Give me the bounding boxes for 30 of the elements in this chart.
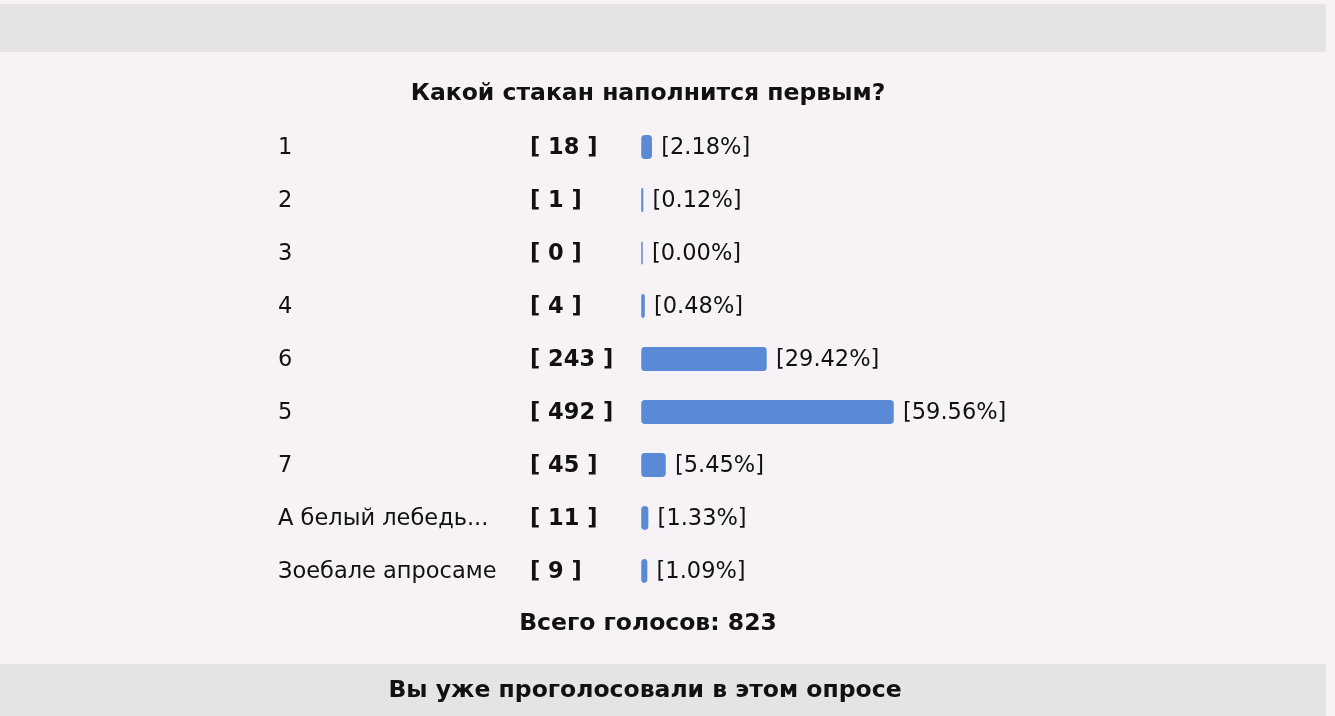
y-tick-label: 5 bbox=[278, 398, 293, 424]
text: [ 11 ] bbox=[530, 504, 598, 530]
text: [ 9 ] bbox=[530, 557, 582, 583]
data-label: [0.48%] bbox=[654, 292, 744, 318]
data-label: [1.09%] bbox=[656, 557, 746, 583]
text: Вы уже проголосовали в этом опросе bbox=[388, 675, 902, 703]
text: Всего голосов: 823 bbox=[519, 608, 777, 636]
y-tick-label: 2 bbox=[278, 186, 293, 212]
y-tick-label: 3 bbox=[278, 239, 293, 265]
chart-title: Какой стакан наполнится первым? bbox=[410, 78, 886, 106]
text: [ 45 ] bbox=[530, 451, 598, 477]
data-label: [1.33%] bbox=[657, 504, 747, 530]
y-tick-label: 4 bbox=[278, 292, 293, 318]
y-tick-label: Зоебале апросаме bbox=[278, 557, 497, 583]
y-tick-label: А белый лебедь... bbox=[278, 504, 489, 530]
y-tick-label: 6 bbox=[278, 345, 293, 371]
data-label: [29.42%] bbox=[775, 345, 880, 371]
data-label: [5.45%] bbox=[674, 451, 765, 477]
text: [ 18 ] bbox=[530, 133, 598, 159]
data-label: [2.18%] bbox=[661, 133, 751, 159]
text: [ 1 ] bbox=[530, 186, 582, 212]
text: [ 0 ] bbox=[530, 239, 582, 265]
y-tick-label: 7 bbox=[278, 451, 293, 477]
text: [ 492 ] bbox=[530, 398, 614, 424]
text: [ 4 ] bbox=[530, 292, 582, 318]
data-label: [59.56%] bbox=[903, 398, 1007, 424]
data-label: [0.00%] bbox=[652, 239, 742, 265]
data-label: [0.12%] bbox=[652, 186, 742, 212]
y-tick-label: 1 bbox=[278, 133, 293, 159]
text: [ 243 ] bbox=[530, 345, 614, 371]
